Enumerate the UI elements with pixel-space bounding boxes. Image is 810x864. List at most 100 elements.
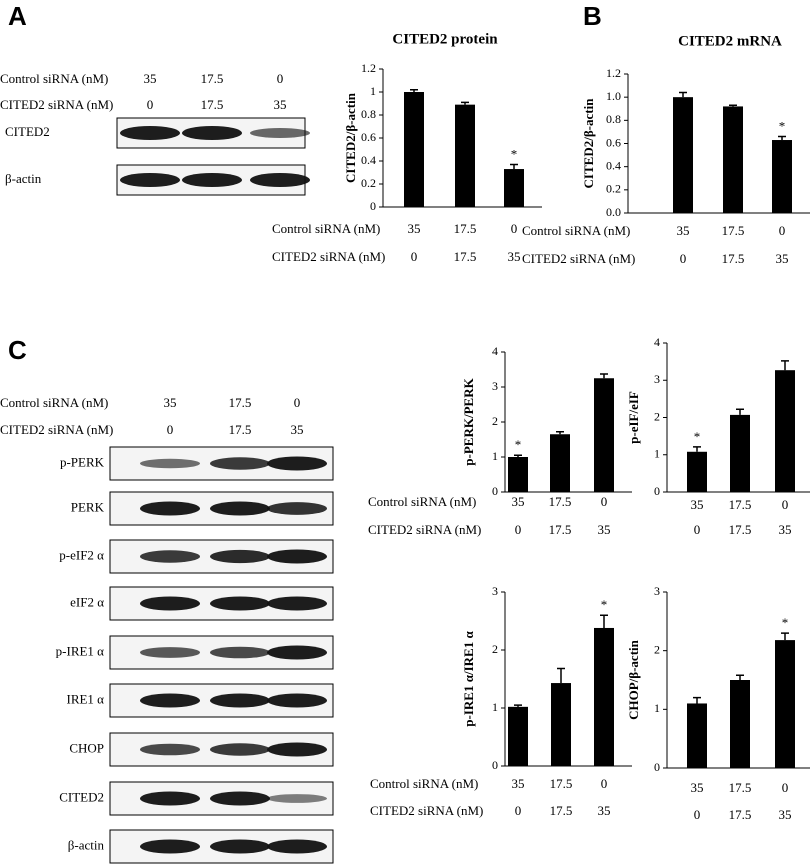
bar	[723, 106, 743, 213]
y-tick-label: 0	[370, 199, 376, 213]
chart-title: CITED2 protein	[392, 31, 498, 47]
x-tick-label: 0	[782, 780, 789, 795]
y-axis-label: CHOP/β-actin	[626, 639, 641, 720]
x-tick-label: 35	[598, 522, 611, 537]
y-tick-label: 0.8	[361, 107, 376, 121]
y-tick-label: 1	[370, 84, 376, 98]
x-tick-label: 0	[694, 807, 701, 822]
band	[210, 457, 270, 470]
bar	[594, 627, 614, 766]
y-tick-label: 3	[492, 379, 498, 393]
x-tick-label: 17.5	[454, 249, 477, 264]
band	[140, 458, 200, 469]
band	[140, 791, 200, 806]
x-tick-label: 35	[512, 776, 525, 791]
bar	[730, 680, 750, 768]
lane-label: 35	[164, 395, 177, 410]
band	[140, 647, 200, 658]
band	[140, 596, 200, 611]
blot-label: β-actin	[5, 171, 42, 186]
blot-label: p-IRE1 α	[56, 643, 105, 658]
y-axis-label: p-PERK/PERK	[461, 377, 476, 465]
x-tick-label: 35	[508, 249, 521, 264]
x-row-name: Control siRNA (nM)	[368, 494, 476, 509]
y-axis-label: CITED2/β-actin	[343, 92, 358, 183]
x-tick-label: 17.5	[722, 223, 745, 238]
x-tick-label: 35	[598, 803, 611, 818]
lane-label: 17.5	[201, 71, 224, 86]
y-tick-label: 1	[492, 449, 498, 463]
blot-label: eIF2 α	[70, 594, 104, 609]
blot-label: IRE1 α	[66, 691, 104, 706]
y-tick-label: 0.2	[606, 182, 621, 196]
x-tick-label: 17.5	[549, 522, 572, 537]
x-row-name: CITED2 siRNA (nM)	[522, 251, 635, 266]
band	[210, 839, 270, 854]
y-tick-label: 0	[654, 484, 660, 498]
x-tick-label: 0	[601, 776, 608, 791]
x-row-name: CITED2 siRNA (nM)	[370, 803, 483, 818]
error-bar	[510, 163, 518, 170]
significance-mark: *	[782, 615, 789, 630]
band	[182, 126, 242, 140]
panel-label: B	[583, 1, 602, 31]
y-tick-label: 1	[654, 701, 660, 715]
blot-label: p-PERK	[60, 454, 105, 469]
band	[140, 501, 200, 516]
bar	[775, 640, 795, 768]
band	[210, 743, 270, 756]
x-tick-label: 17.5	[454, 221, 477, 236]
significance-mark: *	[515, 437, 522, 452]
error-bar	[729, 104, 737, 107]
error-bar	[736, 674, 744, 680]
x-tick-label: 17.5	[550, 803, 573, 818]
y-tick-label: 0.6	[361, 130, 376, 144]
bar	[775, 370, 795, 492]
error-bar	[679, 91, 687, 98]
blot-label: CITED2	[5, 124, 50, 139]
y-tick-label: 0.4	[606, 158, 621, 172]
band	[267, 693, 327, 708]
blot-label: p-eIF2 α	[59, 547, 104, 562]
lane-name: CITED2 siRNA (nM)	[0, 97, 113, 112]
error-bar	[781, 632, 789, 641]
y-tick-label: 3	[492, 584, 498, 598]
x-tick-label: 35	[691, 497, 704, 512]
y-axis-label: p-IRE1 α/IRE1 α	[461, 631, 476, 727]
band	[267, 456, 327, 471]
y-tick-label: 0.6	[606, 135, 621, 149]
lane-label: 17.5	[229, 395, 252, 410]
lane-label: 35	[291, 422, 304, 437]
x-tick-label: 35	[779, 522, 792, 537]
lane-label: 0	[147, 97, 154, 112]
y-tick-label: 3	[654, 372, 660, 386]
bar	[772, 140, 792, 213]
x-tick-label: 35	[779, 807, 792, 822]
band	[140, 839, 200, 854]
x-row-name: Control siRNA (nM)	[522, 223, 630, 238]
x-tick-label: 17.5	[549, 494, 572, 509]
error-bar	[693, 446, 701, 452]
error-bar	[600, 614, 608, 628]
bar	[455, 104, 475, 207]
x-row-name: Control siRNA (nM)	[370, 776, 478, 791]
x-tick-label: 0	[511, 221, 518, 236]
bar	[594, 378, 614, 492]
bar	[730, 414, 750, 492]
band	[140, 550, 200, 563]
band	[140, 743, 200, 756]
x-tick-label: 0	[515, 803, 522, 818]
y-tick-label: 0.0	[606, 205, 621, 219]
significance-mark: *	[601, 597, 608, 612]
x-tick-label: 35	[691, 780, 704, 795]
y-tick-label: 1.2	[361, 61, 376, 75]
significance-mark: *	[511, 146, 518, 161]
y-tick-label: 1.2	[606, 66, 621, 80]
band	[267, 742, 327, 757]
x-tick-label: 0	[694, 522, 701, 537]
x-row-name: Control siRNA (nM)	[272, 221, 380, 236]
y-tick-label: 0.8	[606, 112, 621, 126]
panel-label: A	[8, 1, 27, 31]
y-tick-label: 0	[492, 758, 498, 772]
x-tick-label: 17.5	[729, 522, 752, 537]
